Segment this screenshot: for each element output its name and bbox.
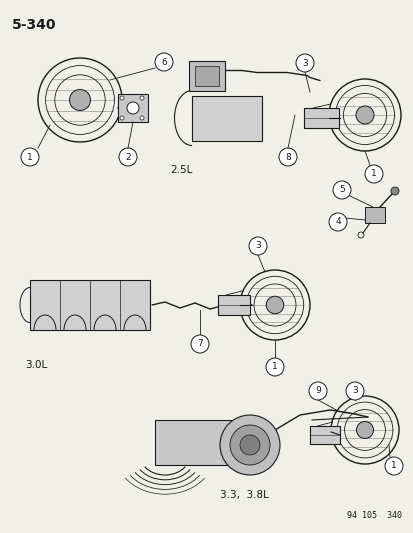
Text: 8: 8 (285, 152, 290, 161)
Text: 1: 1 (27, 152, 33, 161)
Text: 3.3,  3.8L: 3.3, 3.8L (219, 490, 268, 500)
Text: 3: 3 (351, 386, 357, 395)
Text: 3: 3 (301, 59, 307, 68)
Bar (309, 426, 339, 444)
Text: 1: 1 (370, 169, 376, 179)
Circle shape (308, 382, 326, 400)
Bar (118, 94, 147, 122)
Text: 3.0L: 3.0L (25, 360, 47, 370)
Circle shape (127, 102, 139, 114)
Circle shape (345, 382, 363, 400)
Circle shape (21, 148, 39, 166)
Bar (189, 61, 224, 91)
Circle shape (240, 435, 259, 455)
Bar (195, 66, 218, 85)
Text: 2.5L: 2.5L (170, 165, 192, 175)
Circle shape (390, 187, 398, 195)
Circle shape (266, 358, 283, 376)
Circle shape (120, 116, 124, 120)
Bar (364, 207, 384, 223)
Circle shape (219, 415, 279, 475)
Text: 3: 3 (254, 241, 260, 251)
Bar (304, 108, 339, 128)
Circle shape (364, 165, 382, 183)
Bar (30, 280, 150, 330)
Text: 94 105  340: 94 105 340 (346, 511, 401, 520)
Text: 7: 7 (197, 340, 202, 349)
Circle shape (190, 335, 209, 353)
Circle shape (328, 213, 346, 231)
Circle shape (295, 54, 313, 72)
Circle shape (356, 422, 373, 439)
Circle shape (119, 148, 137, 166)
Text: 1: 1 (390, 462, 396, 471)
Circle shape (69, 90, 90, 110)
Text: 9: 9 (314, 386, 320, 395)
Text: 2: 2 (125, 152, 131, 161)
Circle shape (266, 296, 283, 314)
Circle shape (140, 116, 144, 120)
Text: 4: 4 (335, 217, 340, 227)
Text: 6: 6 (161, 58, 166, 67)
Circle shape (248, 237, 266, 255)
Bar (154, 420, 235, 465)
Circle shape (154, 53, 173, 71)
Circle shape (140, 96, 144, 100)
Circle shape (230, 425, 269, 465)
Circle shape (278, 148, 296, 166)
Circle shape (332, 181, 350, 199)
Circle shape (355, 106, 373, 124)
Bar (192, 95, 261, 141)
Text: 5-340: 5-340 (12, 18, 56, 32)
Bar (218, 295, 249, 315)
Circle shape (384, 457, 402, 475)
Text: 1: 1 (271, 362, 277, 372)
Circle shape (120, 96, 124, 100)
Text: 5: 5 (338, 185, 344, 195)
